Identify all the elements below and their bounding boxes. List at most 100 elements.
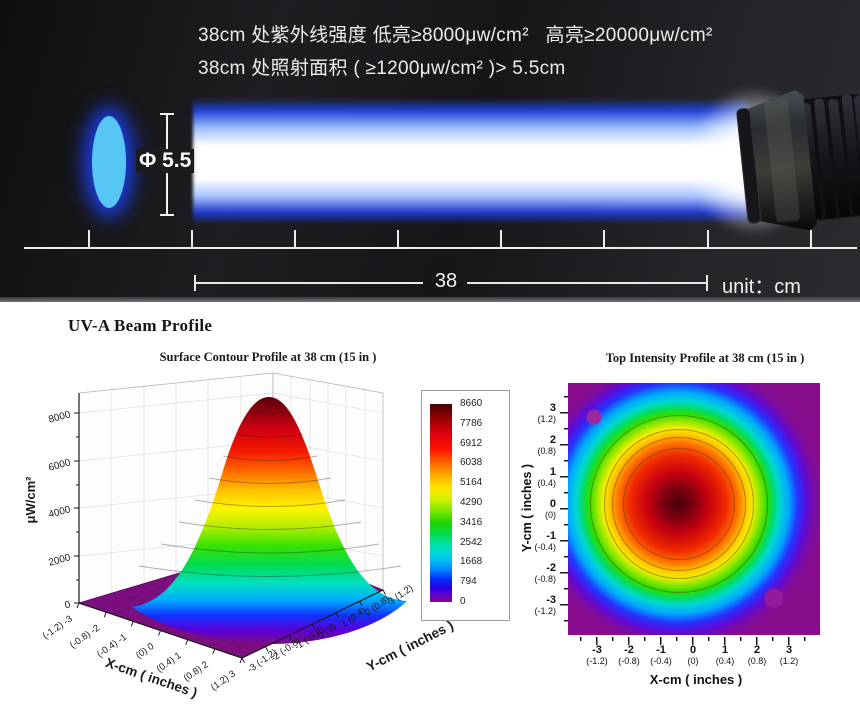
spec-line-2: 38cm 处照射面积 ( ≥1200μw/cm² )> 5.5cm	[198, 58, 566, 79]
ruler-tick	[191, 230, 193, 247]
distance-value: 38	[434, 270, 458, 292]
x-tick-in: (-1.2)	[586, 656, 608, 666]
colorbar-level: 5164	[460, 477, 483, 489]
y-tick-cm: 1	[549, 466, 556, 478]
x-tick: (-0.8) -2	[68, 623, 102, 651]
colorbar-level: 2542	[460, 536, 483, 548]
uv-beam	[193, 98, 747, 224]
y-tick-in: (-1.2)	[534, 606, 556, 616]
x-tick: (0) 0	[134, 641, 156, 661]
heatmap-x-axis-label: X-cm ( inches )	[649, 672, 743, 687]
ruler-tick	[294, 230, 296, 247]
x-tick-cm: -2	[624, 644, 634, 656]
x-tick-cm: 2	[753, 644, 761, 656]
heatmap-chart-title: Top Intensity Profile at 38 cm (15 in )	[605, 351, 805, 365]
ruler-tick	[810, 230, 812, 247]
y-tick-in: (0.4)	[537, 478, 556, 488]
y-tick-cm: -1	[546, 530, 556, 542]
z-tick: 8000	[47, 409, 72, 425]
x-tick-cm: 3	[785, 644, 793, 656]
x-tick-in: (0.4)	[715, 656, 735, 666]
x-tick-cm: -3	[592, 644, 602, 656]
heatmap-x-tick: 0 (0)	[671, 644, 715, 667]
heatmap-x-major-ticks	[596, 637, 791, 645]
x-tick: (0.8) 2	[182, 659, 211, 684]
surface-z-axis-label: μW/cm²	[23, 476, 38, 524]
heatmap-y-tick: 3 (1.2)	[514, 402, 556, 425]
x-tick-in: (0.8)	[747, 656, 767, 666]
diameter-label: Φ 5.5	[136, 149, 195, 173]
x-tick: (0.4) 1	[155, 650, 184, 675]
banner-bottom-edge	[0, 297, 860, 302]
flashlight-body	[736, 90, 860, 231]
y-tick-in: (1.2)	[537, 414, 556, 424]
colorbar-level: 7786	[460, 417, 483, 429]
colorbar-level: 794	[460, 576, 477, 588]
y-tick-cm: -2	[546, 562, 556, 574]
x-tick: (-1.2) -3	[41, 613, 75, 641]
x-tick: (1.2) 3	[209, 668, 238, 693]
heatmap-x-tick: -3 (-1.2)	[575, 644, 619, 667]
colorbar-level: 3416	[460, 516, 483, 528]
ruler-line	[24, 247, 857, 249]
distance-cap-right	[706, 275, 708, 291]
x-tick-cm: -1	[656, 644, 666, 656]
colorbar-level: 6912	[460, 437, 483, 449]
distance-line-left	[195, 282, 423, 284]
x-tick-in: (-0.8)	[618, 656, 640, 666]
surface-chart-title: Surface Contour Profile at 38 cm (15 in …	[159, 350, 377, 364]
colorbar-level: 0	[460, 595, 466, 607]
colorbar: 8660 7786 6912 6038 5164 4290 3416 2542 …	[421, 390, 510, 621]
distance-cap-left	[194, 275, 196, 291]
diameter-cap-bottom	[160, 214, 174, 216]
z-tick: 4000	[47, 504, 72, 520]
bell-contour-lines	[138, 411, 402, 577]
colorbar-gradient	[430, 404, 452, 602]
top-intensity-heatmap	[568, 383, 820, 635]
y-tick-in: (0.8)	[537, 446, 556, 456]
y-tick-in: (-0.4)	[534, 542, 556, 552]
beam-banner: 38cm 处紫外线强度 低亮≥8000μw/cm² 高亮≥20000μw/cm²…	[0, 0, 860, 302]
surface-bell	[132, 397, 407, 644]
heatmap-y-minor-ticks	[564, 396, 568, 623]
heatmap-x-minor-ticks	[580, 637, 807, 641]
y-tick-in: (-0.8)	[534, 574, 556, 584]
ruler-tick	[603, 230, 605, 247]
heatmap-x-tick: 3 (1.2)	[767, 644, 811, 667]
section-title: UV-A Beam Profile	[68, 316, 213, 335]
heatmap-y-tick: 2 (0.8)	[514, 434, 556, 457]
z-tick: 6000	[47, 457, 72, 473]
heatmap-x-tick: -2 (-0.8)	[607, 644, 651, 667]
x-tick-cm: 1	[721, 644, 729, 656]
heatmap-y-tick: 0 (0)	[514, 498, 556, 521]
unit-label: unit：cm	[722, 276, 801, 298]
heatmap-y-tick: -3 (-1.2)	[514, 594, 556, 617]
z-tick: 0	[64, 599, 73, 611]
x-tick-in: (-0.4)	[650, 656, 672, 666]
heatmap-y-tick: 1 (0.4)	[514, 466, 556, 489]
heatmap-y-tick: -1 (-0.4)	[514, 530, 556, 553]
x-tick-in: (1.2)	[779, 656, 799, 666]
surface-y-axis-label: Y-cm ( inches )	[364, 618, 456, 675]
x-tick-cm: 0	[689, 644, 697, 656]
heatmap-x-tick: 2 (0.8)	[735, 644, 779, 667]
heatmap-y-axis-label: Y-cm ( inches )	[520, 463, 534, 553]
heatmap-x-tick: -1 (-0.4)	[639, 644, 683, 667]
heatmap-x-tick: 1 (0.4)	[703, 644, 747, 667]
ruler-tick	[88, 230, 90, 247]
heatmap-y-tick: -2 (-0.8)	[514, 562, 556, 585]
spec-line-1: 38cm 处紫外线强度 低亮≥8000μw/cm² 高亮≥20000μw/cm²	[198, 25, 713, 46]
y-tick-cm: -3	[546, 594, 556, 606]
z-tick: 2000	[47, 552, 72, 568]
surface-axes	[74, 393, 386, 664]
diameter-cap-top	[160, 113, 174, 115]
colorbar-level: 8660	[460, 398, 483, 409]
ruler-tick	[500, 230, 502, 247]
colorbar-labels: 8660 7786 6912 6038 5164 4290 3416 2542 …	[460, 399, 506, 607]
colorbar-level: 4290	[460, 496, 483, 508]
colorbar-level: 1668	[460, 556, 483, 568]
surface-contour-chart: 8000 6000 4000 2000 0 μW/cm² (-1.2) -3 (…	[23, 372, 456, 700]
beam-spot	[92, 116, 126, 208]
distance-line-right	[467, 282, 707, 284]
